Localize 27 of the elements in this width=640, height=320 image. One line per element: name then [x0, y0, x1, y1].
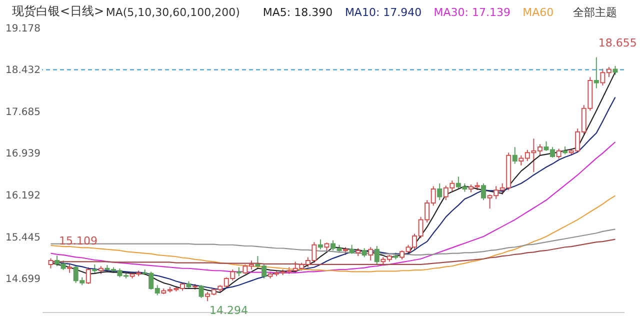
candlestick [368, 246, 374, 262]
text: MA30: 17.139 [434, 6, 510, 19]
text: MA60 [522, 6, 554, 19]
candlestick [86, 266, 91, 285]
y-tick-label: 15.445 [6, 232, 40, 244]
candlestick [318, 238, 323, 250]
text: 全部主题 [573, 6, 617, 19]
candlestick [512, 146, 518, 164]
text: MA5: 18.390 [262, 6, 333, 19]
y-tick-label: 18.432 [6, 65, 40, 76]
y-tick-label: 16.192 [6, 190, 40, 202]
candlestick [374, 246, 380, 265]
candlestick [594, 56, 599, 89]
y-tick-label: 14.699 [6, 274, 40, 285]
candlestick [556, 148, 562, 160]
chart-subtitle: MA(5,10,30,60,100,200) [106, 6, 240, 19]
candlestick [48, 258, 54, 269]
annotation: 14.294 [210, 304, 248, 318]
text: MA10: 17.940 [344, 6, 422, 19]
candlestick [437, 182, 442, 201]
chart-title: 现货白银<日线> [12, 4, 104, 18]
candlestick [481, 182, 486, 201]
candlestick [198, 284, 204, 299]
annotation: 18.655 [598, 36, 637, 50]
y-tick-label: 16.939 [6, 148, 40, 160]
y-tick-label: 17.685 [6, 107, 40, 118]
y-tick-label: 19.178 [6, 24, 40, 34]
